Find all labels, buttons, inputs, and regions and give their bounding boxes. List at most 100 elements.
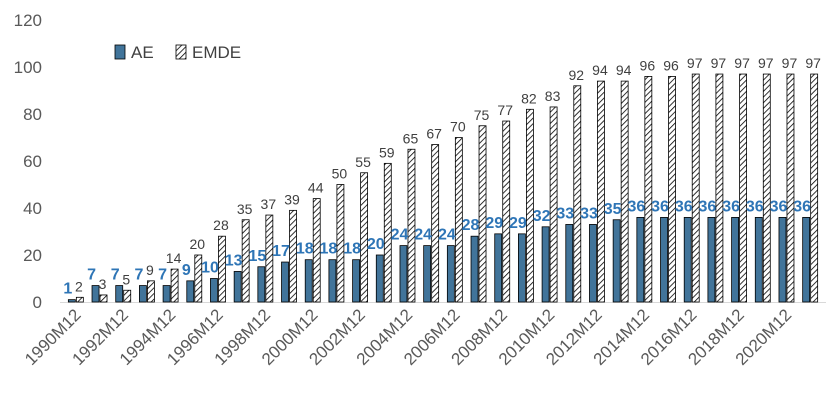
data-label-emde: 67: [426, 126, 442, 142]
bar-emde: [526, 108, 534, 303]
data-label-ae: 33: [580, 205, 598, 222]
bar-emde: [597, 80, 605, 303]
bar-emde: [431, 144, 440, 303]
data-label-ae: 7: [111, 267, 120, 284]
data-label-ae: 7: [134, 267, 143, 284]
y-tick-label: 100: [14, 58, 42, 77]
data-label-ae: 7: [158, 267, 167, 284]
bar-ae: [778, 216, 787, 303]
data-label-emde: 55: [355, 154, 371, 170]
y-tick-label: 40: [23, 199, 42, 218]
bar-ae: [636, 216, 645, 303]
bar-emde: [549, 106, 558, 303]
bar-ae: [210, 278, 218, 303]
bar-emde: [691, 73, 700, 303]
bar-ae: [328, 259, 337, 303]
bar-ae: [707, 216, 716, 303]
bar-emde: [668, 76, 676, 303]
data-label-emde: 65: [403, 130, 419, 146]
data-label-emde: 2: [75, 278, 83, 294]
bar-ae: [115, 285, 124, 303]
x-axis: 1990M121992M121994M121996M121998M122000M…: [21, 302, 826, 369]
data-label-ae: 36: [651, 198, 669, 215]
data-label-ae: 36: [675, 198, 693, 215]
data-label-emde: 82: [521, 90, 537, 106]
data-label-ae: 9: [182, 262, 191, 279]
data-label-emde: 44: [308, 180, 324, 196]
bar-emde: [75, 296, 84, 303]
bar-ae: [304, 259, 313, 303]
bar-ae: [683, 216, 692, 303]
data-label-emde: 97: [734, 55, 750, 71]
y-tick-label: 60: [23, 152, 42, 171]
bar-ae: [589, 224, 597, 303]
bar-ae: [565, 224, 574, 303]
data-label-ae: 18: [343, 241, 361, 258]
data-label-ae: 20: [367, 236, 385, 253]
data-label-emde: 94: [616, 62, 632, 78]
data-label-ae: 1: [63, 281, 72, 298]
data-label-ae: 36: [746, 198, 764, 215]
bar-ae: [139, 285, 147, 303]
data-label-emde: 97: [805, 55, 821, 71]
data-label-ae: 29: [485, 215, 503, 232]
bar-emde: [147, 280, 155, 303]
data-label-emde: 97: [711, 55, 727, 71]
bar-emde: [739, 73, 747, 303]
legend-swatch-emde: [175, 44, 187, 60]
bar-emde: [170, 268, 179, 303]
data-label-ae: 24: [438, 227, 456, 244]
legend: AE EMDE: [114, 43, 241, 62]
data-label-ae: 24: [391, 227, 409, 244]
bar-ae: [612, 219, 621, 303]
bar-emde: [454, 137, 463, 303]
bar-emde: [241, 219, 250, 303]
data-label-ae: 13: [225, 252, 243, 269]
data-label-ae: 17: [272, 243, 290, 260]
data-label-emde: 14: [166, 250, 182, 266]
bar-ae: [399, 245, 408, 303]
bar-ae: [446, 245, 455, 303]
bar-ae: [541, 226, 550, 303]
data-label-ae: 29: [509, 215, 527, 232]
data-label-emde: 70: [450, 119, 466, 135]
bar-emde: [478, 125, 487, 303]
data-label-ae: 36: [793, 198, 811, 215]
bar-ae: [352, 259, 360, 303]
data-label-ae: 32: [533, 208, 551, 225]
bar-emde: [360, 172, 368, 303]
data-label-emde: 28: [213, 217, 229, 233]
bar-ae: [802, 216, 811, 303]
data-label-ae: 36: [770, 198, 788, 215]
data-label-emde: 59: [379, 144, 395, 160]
bar-ae: [494, 233, 503, 303]
data-label-ae: 10: [201, 260, 219, 277]
bars: [67, 73, 819, 303]
bar-emde: [502, 120, 511, 303]
bar-ae: [470, 235, 479, 303]
data-label-ae: 36: [699, 198, 717, 215]
data-label-ae: 24: [414, 227, 432, 244]
bar-emde: [786, 73, 795, 303]
y-tick-label: 80: [23, 105, 42, 124]
bar-ae: [186, 280, 195, 303]
data-label-emde: 96: [640, 57, 656, 73]
data-label-emde: 3: [99, 276, 107, 292]
y-tick-label: 0: [33, 293, 42, 312]
bar-ae: [375, 254, 384, 303]
bar-emde: [336, 184, 345, 303]
y-tick-label: 120: [14, 11, 42, 30]
data-label-emde: 97: [687, 55, 703, 71]
data-label-emde: 35: [237, 201, 253, 217]
bar-emde: [312, 198, 321, 303]
bar-emde: [123, 289, 132, 303]
y-tick-label: 20: [23, 246, 42, 265]
bar-ae: [518, 233, 526, 303]
data-label-emde: 97: [758, 55, 774, 71]
data-label-emde: 96: [663, 57, 679, 73]
bar-ae: [754, 216, 763, 303]
data-label-emde: 37: [261, 196, 277, 212]
legend-swatch-ae: [114, 44, 126, 60]
data-label-emde: 83: [545, 88, 561, 104]
